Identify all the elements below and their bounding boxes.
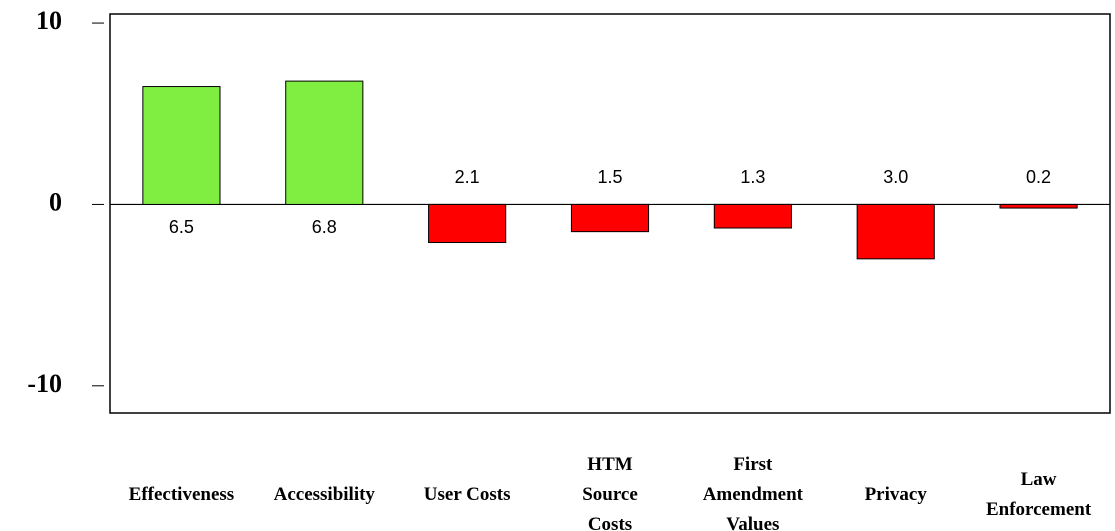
- value-label: 1.5: [597, 167, 622, 187]
- bar: [285, 80, 364, 205]
- x-tick-label: Accessibility: [274, 484, 376, 505]
- x-tick-label-line: Enforcement: [986, 499, 1092, 520]
- value-label: 6.8: [312, 217, 337, 237]
- x-tick-label-line: Values: [726, 514, 779, 531]
- bar: [999, 203, 1078, 209]
- plot-frame: [109, 13, 1111, 414]
- x-tick-label: Law Enforcement: [986, 469, 1092, 520]
- y-tick-label: -10: [27, 369, 62, 398]
- x-tick-label-line: HTM: [587, 454, 632, 475]
- x-tick-label: HTM Source Costs: [582, 454, 638, 531]
- x-tick-label-line: Amendment: [703, 484, 804, 505]
- x-tick-label-line: Law: [1021, 469, 1057, 490]
- value-label: 3.0: [883, 167, 908, 187]
- x-tick-label: Privacy: [865, 484, 928, 505]
- bar: [713, 203, 792, 229]
- x-tick-label: User Costs: [424, 484, 511, 505]
- bar: [570, 203, 650, 233]
- x-tick-label-line: Effectiveness: [129, 484, 235, 505]
- bar: [856, 203, 935, 260]
- value-label: 0.2: [1026, 167, 1051, 187]
- value-label: 1.3: [740, 167, 765, 187]
- x-tick-label-line: Source: [582, 484, 638, 505]
- x-tick-label-line: First: [733, 454, 773, 475]
- y-tick-label: 0: [49, 187, 62, 216]
- bar: [428, 203, 507, 244]
- x-tick-label-line: Privacy: [865, 484, 928, 505]
- y-tick-label: 10: [36, 6, 62, 35]
- x-tick-label: First Amendment Values: [703, 454, 804, 531]
- value-label: 6.5: [169, 217, 194, 237]
- value-label: 2.1: [455, 167, 480, 187]
- x-tick-label-line: User Costs: [424, 484, 511, 505]
- x-tick-label: Effectiveness: [129, 484, 235, 505]
- x-tick-label-line: Costs: [588, 514, 632, 531]
- bar: [142, 86, 221, 205]
- x-tick-label-line: Accessibility: [274, 484, 376, 505]
